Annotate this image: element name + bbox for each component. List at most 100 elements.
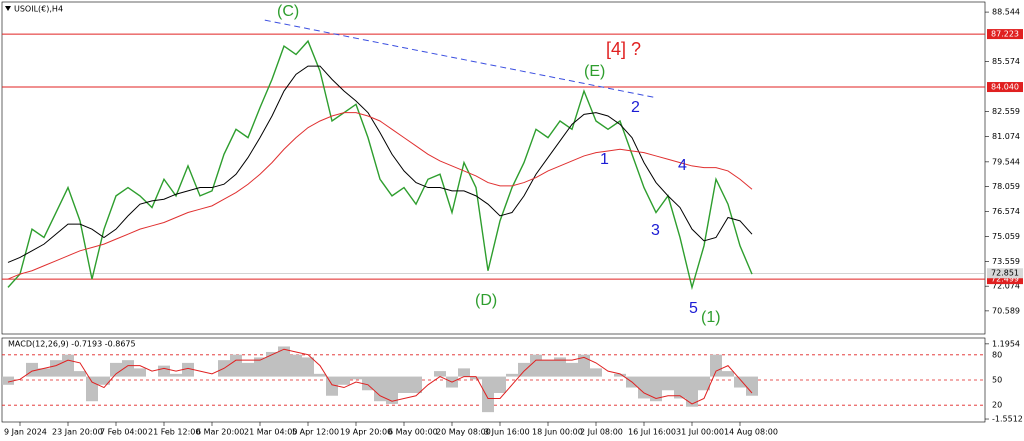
last-price-label: 72.851 bbox=[991, 269, 1019, 278]
macd-bar bbox=[530, 354, 542, 377]
macd-bar bbox=[482, 376, 494, 413]
macd-bar bbox=[506, 373, 518, 377]
wave-label: (E) bbox=[584, 63, 605, 80]
macd-bar bbox=[362, 376, 374, 391]
macd-bar bbox=[230, 354, 242, 377]
y-tick-label: 79.544 bbox=[992, 157, 1020, 166]
macd-bar bbox=[734, 376, 746, 388]
level-label: 72.499 bbox=[991, 275, 1019, 284]
macd-bar bbox=[458, 368, 470, 377]
level-label: 87.223 bbox=[991, 30, 1019, 39]
wave-label: 5 bbox=[689, 300, 698, 317]
x-tick-label: 23 Jan 20:00 bbox=[52, 428, 103, 437]
y-tick-label: -1.5512 bbox=[992, 415, 1023, 424]
x-tick-label: 6 May 00:00 bbox=[388, 428, 438, 437]
x-tick-label: 14 Aug 08:00 bbox=[724, 428, 778, 437]
macd-bar bbox=[554, 357, 566, 377]
macd-bar bbox=[350, 376, 362, 380]
macd-bar bbox=[158, 365, 170, 377]
macd-bar bbox=[710, 354, 722, 377]
macd-bar bbox=[578, 354, 590, 377]
macd-bar bbox=[74, 371, 86, 377]
x-tick-label: 21 Feb 12:00 bbox=[148, 428, 200, 437]
macd-bar bbox=[674, 376, 686, 399]
macd-bar bbox=[590, 368, 602, 377]
y2-tick-label: 80 bbox=[992, 350, 1002, 359]
macd-bar bbox=[338, 376, 350, 385]
y-tick-label: 70.589 bbox=[992, 306, 1020, 315]
macd-bar bbox=[86, 376, 98, 402]
level-box bbox=[987, 274, 1023, 285]
macd-bar bbox=[746, 376, 758, 396]
x-tick-label: 9 Jan 2024 bbox=[4, 428, 47, 437]
y-tick-label: 75.059 bbox=[992, 232, 1020, 241]
wave-label: (C) bbox=[277, 3, 299, 20]
macd-bar bbox=[62, 354, 74, 377]
wave-label: (D) bbox=[475, 292, 497, 309]
x-tick-label: 6 Mar 20:00 bbox=[196, 428, 244, 437]
x-tick-label: 21 Mar 04:00 bbox=[244, 428, 297, 437]
y2-tick-label: 20 bbox=[992, 401, 1002, 410]
macd-bar bbox=[386, 376, 398, 404]
y-tick-label: 1.1954 bbox=[992, 339, 1020, 348]
level-box bbox=[987, 82, 1023, 93]
y2-tick-label: 50 bbox=[992, 376, 1002, 385]
signal-line bbox=[7, 348, 753, 405]
x-tick-label: 3 Jun 16:00 bbox=[484, 428, 530, 437]
wave-label: 1 bbox=[600, 151, 609, 168]
macd-bar bbox=[434, 371, 446, 377]
macd-bar bbox=[470, 376, 482, 380]
macd-bar bbox=[278, 346, 290, 377]
level-label: 84.040 bbox=[991, 83, 1019, 92]
macd-bar bbox=[698, 376, 710, 391]
price-panel bbox=[1, 1, 986, 335]
macd-bar bbox=[266, 351, 278, 377]
macd-bar bbox=[50, 360, 62, 377]
x-tick-label: 18 Jun 00:00 bbox=[532, 428, 583, 437]
macd-bar bbox=[614, 373, 626, 377]
macd-bar bbox=[122, 360, 134, 377]
macd-bar bbox=[2, 376, 14, 385]
x-tick-label: 20 May 08:00 bbox=[436, 428, 491, 437]
macd-bar bbox=[374, 376, 386, 402]
macd-bar bbox=[290, 354, 302, 377]
macd-bar bbox=[662, 376, 674, 391]
x-tick-label: 2 Jul 08:00 bbox=[580, 428, 623, 437]
macd-bar bbox=[326, 376, 338, 396]
last-price-box bbox=[987, 268, 1023, 279]
macd-bar bbox=[518, 362, 530, 377]
price-line bbox=[7, 39, 753, 291]
x-tick-label: 5 Apr 12:00 bbox=[292, 428, 339, 437]
wave-label: 3 bbox=[651, 222, 660, 239]
wave-label: (1) bbox=[701, 309, 721, 326]
x-tick-label: 19 Apr 20:00 bbox=[340, 428, 392, 437]
x-tick-label: 31 Jul 00:00 bbox=[676, 428, 724, 437]
wave-label: [4] ? bbox=[606, 39, 641, 59]
y-tick-label: 88.544 bbox=[992, 8, 1020, 17]
macd-bar bbox=[722, 371, 734, 377]
macd-bar bbox=[398, 376, 410, 393]
macd-bar bbox=[314, 373, 326, 377]
wave-label: 2 bbox=[631, 99, 640, 116]
y-tick-label: 81.074 bbox=[992, 132, 1020, 141]
level-box bbox=[987, 29, 1023, 40]
macd-title: MACD(12,26,9) -0.7193 -0.8675 bbox=[8, 340, 136, 349]
wave-label: 4 bbox=[678, 157, 687, 174]
macd-bar bbox=[686, 376, 698, 407]
macd-bar bbox=[134, 368, 146, 377]
y-tick-label: 73.559 bbox=[992, 257, 1020, 266]
macd-bar bbox=[494, 376, 506, 393]
macd-bar bbox=[650, 376, 662, 402]
price-line bbox=[7, 65, 753, 263]
chart-title: USOIL(€),H4 bbox=[14, 5, 63, 14]
macd-bar bbox=[638, 376, 650, 399]
macd-bar bbox=[302, 357, 314, 377]
macd-bar bbox=[410, 376, 422, 393]
macd-bar bbox=[38, 368, 50, 377]
macd-bar bbox=[170, 373, 182, 377]
y-tick-label: 82.559 bbox=[992, 107, 1020, 116]
y-tick-label: 76.574 bbox=[992, 207, 1020, 216]
y-tick-label: 78.059 bbox=[992, 182, 1020, 191]
y-tick-label: 85.574 bbox=[992, 57, 1020, 66]
